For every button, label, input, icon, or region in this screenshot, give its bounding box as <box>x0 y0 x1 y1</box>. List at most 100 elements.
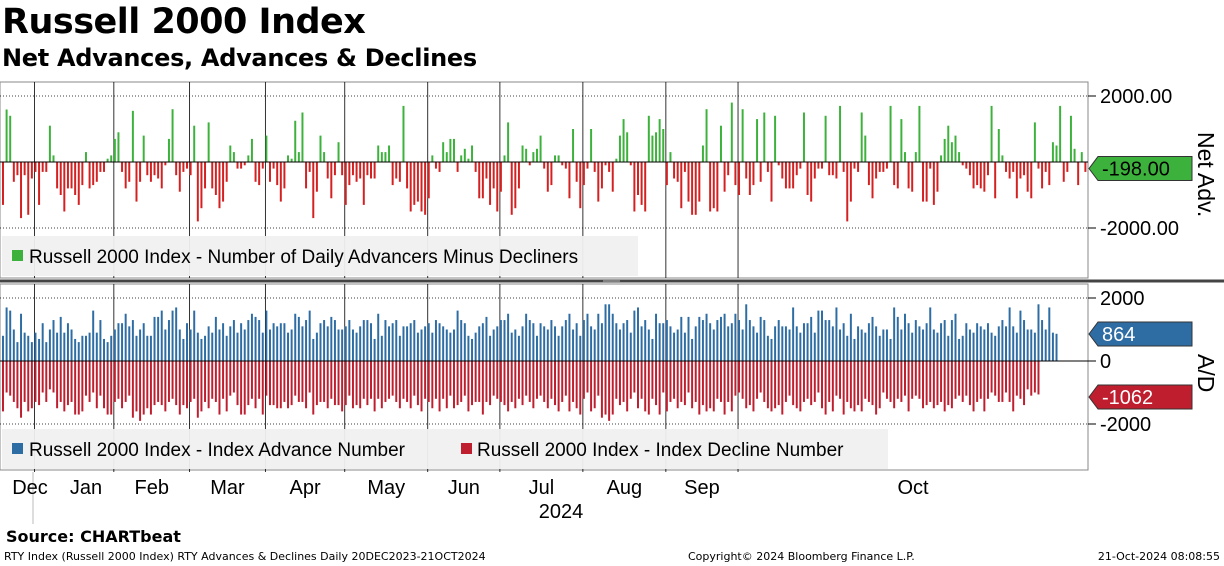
decline-bar <box>175 361 178 406</box>
net-adv-bar-negative <box>1041 162 1044 189</box>
advance-bar <box>1037 304 1040 361</box>
advance-bar <box>637 307 639 361</box>
net-adv-bar-positive <box>384 152 387 162</box>
advance-bar <box>95 332 98 361</box>
net-adv-bar-positive <box>615 158 618 162</box>
decline-bar <box>615 361 618 399</box>
advance-bar <box>478 326 481 361</box>
advance-bar <box>633 310 636 361</box>
advance-bar <box>452 329 455 361</box>
advance-bar <box>254 316 257 361</box>
advance-bar <box>279 323 282 361</box>
decline-bar <box>792 361 795 406</box>
net-adv-bar-negative <box>12 162 15 182</box>
advance-bar <box>189 329 192 361</box>
decline-bar <box>355 361 358 406</box>
decline-bar <box>813 361 816 402</box>
advance-bar <box>1015 332 1018 361</box>
advance-bar <box>741 329 744 361</box>
advance-bar <box>936 332 939 361</box>
net-adv-bar-positive <box>171 109 174 162</box>
decline-bar <box>323 361 326 402</box>
net-adv-bar-negative <box>929 162 932 169</box>
net-adv-bar-negative <box>712 162 715 209</box>
decline-bar <box>153 361 156 406</box>
net-adv-bar-positive <box>431 155 434 162</box>
advance-bar <box>117 323 120 361</box>
net-adv-bar-negative <box>965 162 968 169</box>
net-adv-bar-positive <box>52 155 55 162</box>
net-adv-bar-negative <box>691 162 694 215</box>
decline-bar <box>734 361 737 396</box>
advance-bar <box>1012 326 1015 361</box>
advance-last-badge <box>1088 321 1193 347</box>
ad-axis-title: A/D <box>1193 354 1219 392</box>
advance-bar <box>326 326 329 361</box>
decline-bar <box>250 361 253 399</box>
net-adv-bar-negative <box>164 162 167 166</box>
decline-bar <box>802 361 805 402</box>
decline-bar <box>283 361 286 402</box>
advance-bar <box>712 329 715 361</box>
advance-bar <box>503 320 506 361</box>
advance-bar <box>687 316 690 361</box>
ad-legend <box>2 429 888 469</box>
decline-bar <box>297 361 300 402</box>
net-adv-bar-negative <box>45 162 48 172</box>
decline-bar <box>63 361 66 412</box>
advance-bar <box>813 332 816 361</box>
advance-bar <box>788 329 791 361</box>
net-adv-bar-positive <box>1059 105 1062 162</box>
decline-bar <box>222 361 225 399</box>
decline-bar <box>186 361 188 409</box>
net-adv-bar-positive <box>167 138 170 162</box>
net-adv-bar-positive <box>323 152 326 162</box>
advance-bar <box>604 304 607 361</box>
net-adv-bar-positive <box>301 112 304 162</box>
decline-bar <box>788 361 791 396</box>
decline-bar <box>597 361 600 396</box>
decline-bar <box>968 361 971 406</box>
advance-bar <box>355 332 358 361</box>
net-adv-bar-positive <box>940 155 943 162</box>
decline-bar <box>452 361 455 409</box>
decline-bar <box>918 361 921 399</box>
net-adv-bar-negative <box>932 162 935 205</box>
decline-bar <box>824 361 827 415</box>
net-adv-bar-negative <box>745 162 748 179</box>
decline-bar <box>146 361 149 409</box>
decline-bar <box>2 361 4 412</box>
net-adv-bar-positive <box>655 132 658 162</box>
decline-bar <box>539 361 542 396</box>
decline-bar <box>420 361 423 412</box>
net-adv-bar-negative <box>1048 162 1051 186</box>
advance-bar <box>965 323 968 361</box>
advance-bar <box>70 329 73 361</box>
legend-swatch <box>12 443 23 454</box>
net-adv-bar-negative <box>66 162 69 189</box>
net-adv-last-badge <box>1088 156 1193 182</box>
decline-bar <box>810 361 813 406</box>
decline-bar <box>763 361 766 402</box>
advance-bar <box>489 335 492 361</box>
decline-bar <box>427 361 430 402</box>
decline-bar <box>485 361 488 402</box>
net-adv-bar-negative <box>759 162 762 182</box>
decline-bar <box>442 361 445 399</box>
net-adv-bar-positive <box>1069 115 1072 162</box>
decline-bar <box>20 361 23 418</box>
advance-bar <box>232 320 235 361</box>
net-adv-bar-positive <box>741 109 744 162</box>
x-tick-label: Mar <box>210 477 245 499</box>
decline-bar <box>1005 361 1008 393</box>
advance-bar <box>48 329 51 361</box>
advance-bar <box>359 326 362 361</box>
net-adv-bar-negative <box>644 162 647 212</box>
decline-bar <box>510 361 513 402</box>
net-adv-bar-negative <box>326 162 329 179</box>
net-adv-bar-negative <box>1062 162 1065 182</box>
advance-bar <box>507 313 510 361</box>
decline-bar <box>333 361 336 406</box>
advance-bar <box>554 326 557 361</box>
advance-bar <box>370 323 372 361</box>
